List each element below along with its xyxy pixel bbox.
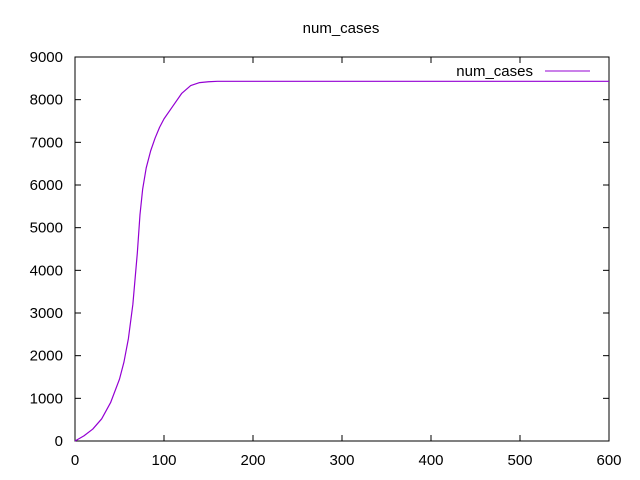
- x-tick-label: 600: [596, 452, 621, 469]
- y-tick-label: 2000: [30, 348, 63, 365]
- plot-frame: [74, 56, 610, 442]
- x-tick-label: 300: [329, 452, 354, 469]
- y-tick-label: 9000: [30, 49, 63, 66]
- y-tick-label: 0: [55, 433, 63, 450]
- y-tick-label: 4000: [30, 262, 63, 279]
- y-tick-label: 5000: [30, 220, 63, 237]
- chart-title: num_cases: [303, 20, 380, 37]
- y-tick-label: 8000: [30, 92, 63, 109]
- x-tick-label: 100: [151, 452, 176, 469]
- y-tick-label: 3000: [30, 305, 63, 322]
- y-tick-label: 6000: [30, 177, 63, 194]
- x-tick-label: 500: [507, 452, 532, 469]
- legend-label-num-cases: num_cases: [456, 63, 533, 80]
- y-tick-label: 7000: [30, 134, 63, 151]
- axes: 0 100 200 300 400 500 600010002000300040005000…: [30, 49, 622, 469]
- x-tick-label: 0: [71, 452, 79, 469]
- x-tick-label: 200: [240, 452, 265, 469]
- legend: num_cases: [456, 63, 590, 80]
- series-line-num-cases: [74, 80, 609, 442]
- series-layer: [74, 80, 609, 442]
- x-tick-label: 400: [418, 452, 443, 469]
- y-tick-label: 1000: [30, 390, 63, 407]
